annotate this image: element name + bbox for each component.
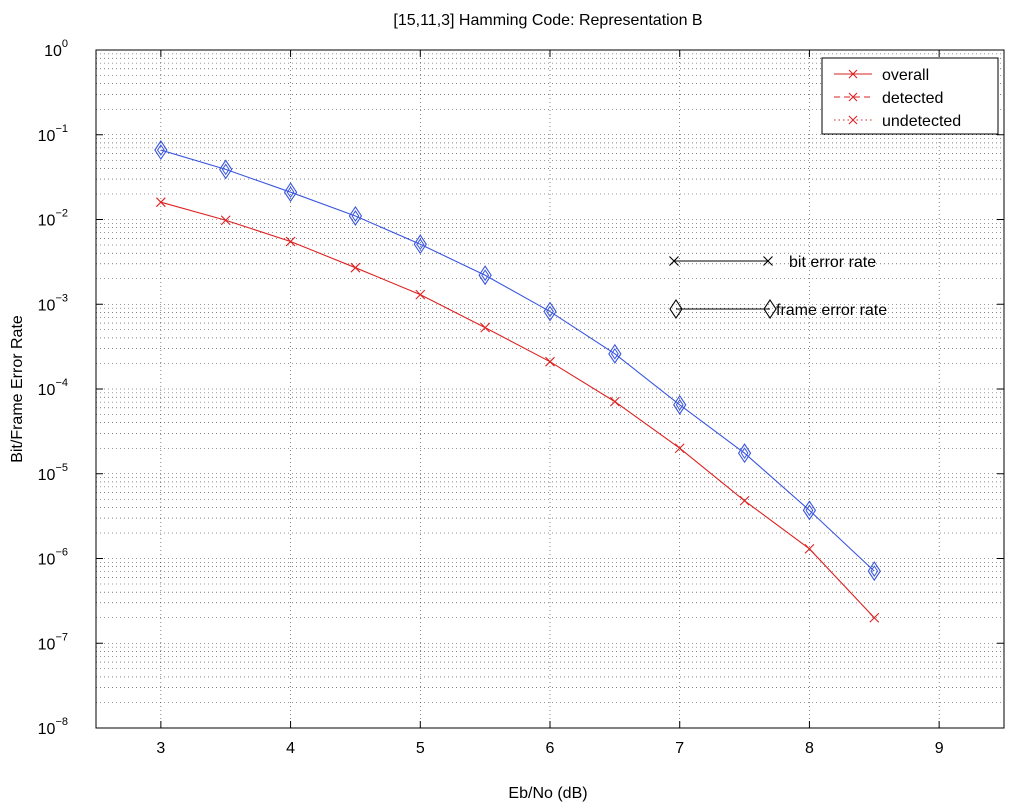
data-point — [478, 265, 492, 286]
annotation-marker — [763, 299, 777, 319]
data-point — [545, 356, 555, 367]
annotation-marker — [763, 256, 773, 266]
x-axis-label: Eb/No (dB) — [508, 785, 587, 802]
data-point — [283, 182, 298, 203]
data-point — [609, 396, 620, 407]
data-point — [219, 159, 233, 180]
data-point — [155, 197, 166, 208]
legend: overall detected undetected — [821, 57, 999, 135]
data-point — [804, 543, 815, 554]
legend-label: detected — [882, 90, 943, 107]
x-tick-label: 6 — [546, 740, 555, 757]
data-point — [220, 215, 231, 226]
chart-title: [15,11,3] Hamming Code: Representation B — [393, 12, 702, 29]
x-axis: 3 4 5 6 7 8 9 — [156, 50, 944, 757]
legend-label: undetected — [882, 113, 961, 130]
data-point — [350, 262, 361, 273]
data-point — [802, 500, 817, 521]
x-tick-label: 9 — [935, 740, 944, 757]
annotation-marker — [669, 256, 679, 266]
data-point — [608, 343, 622, 364]
y-axis-label: Bit/Frame Error Rate — [9, 315, 26, 463]
series-1 — [155, 197, 880, 623]
data-point — [415, 289, 426, 300]
x-tick-label: 8 — [805, 740, 814, 757]
series-line — [160, 201, 875, 619]
annotation-1: bit error rate — [669, 254, 876, 271]
annotation-marker — [669, 299, 683, 319]
legend-label: overall — [882, 67, 929, 84]
data-point — [737, 443, 752, 464]
legend-entry-detected: detected — [834, 90, 943, 107]
annotations: bit error rate frame error rate — [669, 254, 887, 319]
data-point — [673, 394, 687, 415]
legend-marker — [848, 115, 858, 125]
data-point — [413, 234, 427, 255]
x-tick-label: 3 — [156, 740, 165, 757]
data-point — [674, 443, 685, 454]
x-tick-label: 4 — [286, 740, 295, 757]
series-2 — [154, 140, 881, 582]
annotation-2: frame error rate — [669, 299, 887, 319]
x-tick-label: 7 — [675, 740, 684, 757]
series-line — [160, 149, 875, 572]
legend-entry-overall: overall — [834, 67, 929, 84]
legend-marker — [848, 92, 858, 102]
data-point — [869, 612, 880, 623]
data-point — [480, 322, 491, 333]
legend-marker — [848, 69, 858, 79]
legend-entry-undetected: undetected — [834, 113, 961, 130]
data-point — [154, 140, 168, 161]
annotation-label: bit error rate — [789, 254, 876, 271]
data-point — [867, 561, 881, 582]
data-point — [739, 495, 750, 506]
data-point — [543, 301, 557, 322]
series-group — [154, 140, 881, 623]
data-point — [285, 236, 296, 247]
data-point — [348, 206, 363, 226]
annotation-label: frame error rate — [776, 302, 887, 319]
x-tick-label: 5 — [416, 740, 425, 757]
